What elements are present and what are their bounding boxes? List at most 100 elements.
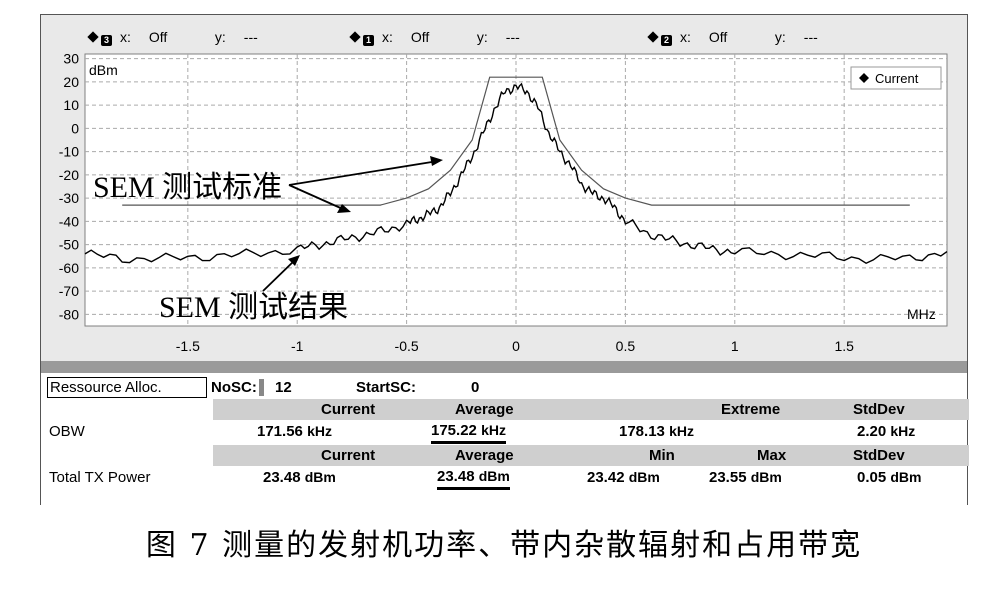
- annotation-sem-result: SEM 测试结果: [159, 255, 348, 324]
- power-average-unit: dBm: [478, 468, 510, 484]
- x-tick-label: -0.5: [395, 338, 419, 354]
- power-header-min: Min: [649, 447, 675, 464]
- power-max-unit: dBm: [750, 469, 782, 485]
- y-tick-label: -80: [59, 306, 79, 322]
- obw-stddev-unit: kHz: [890, 423, 916, 439]
- power-header-stddev: StdDev: [853, 447, 905, 464]
- marker-id-badge: 1: [363, 35, 374, 46]
- power-stddev: 0.05 dBm: [857, 467, 922, 488]
- figure-caption: 图 7 测量的发射机功率、带内杂散辐射和占用带宽: [145, 528, 863, 563]
- arrow-line: [288, 184, 346, 211]
- power-max: 23.55 dBm: [709, 467, 782, 488]
- annotation-sem-result-text: SEM 测试结果: [159, 291, 348, 324]
- power-current: 23.48 dBm: [263, 467, 336, 488]
- power-header-row: Current Average Min Max StdDev: [41, 445, 969, 466]
- obw-header-stddev: StdDev: [853, 401, 905, 418]
- power-current-unit: dBm: [304, 469, 336, 485]
- y-unit-label: dBm: [89, 62, 118, 78]
- resource-alloc-row: Ressource Alloc. NoSC: 12 StartSC: 0: [41, 377, 967, 398]
- y-tick-label: -40: [59, 213, 79, 229]
- mask-line: [122, 76, 910, 206]
- marker-x-label: x:: [120, 29, 131, 45]
- obw-extreme-value: 178.13: [619, 423, 665, 440]
- x-tick-label: 0.5: [616, 338, 636, 354]
- obw-current-value: 171.56: [257, 423, 303, 440]
- obw-header-average: Average: [455, 401, 514, 418]
- y-tick-labels: 30 20 10 0 -10 -20 -30 -40 -50 -60 -70 -80: [59, 51, 79, 323]
- power-header-current: Current: [321, 447, 376, 464]
- startsc-label: StartSC:: [356, 379, 417, 396]
- obw-average-value: 175.22: [431, 422, 477, 439]
- marker-y-value: ---: [803, 29, 818, 45]
- obw-header-current: Current: [321, 401, 376, 418]
- obw-stddev-value: 2.20: [857, 423, 887, 440]
- power-min: 23.42 dBm: [587, 467, 660, 488]
- arrow-head-icon: [337, 204, 351, 213]
- power-stddev-unit: dBm: [890, 469, 922, 485]
- legend-label: Current: [875, 71, 919, 86]
- nosc-marker: [259, 379, 264, 396]
- power-stddev-value: 0.05: [857, 469, 887, 486]
- y-tick-label: 10: [63, 97, 79, 113]
- x-tick-label: 1: [731, 338, 739, 354]
- marker-x-value: Off: [148, 29, 168, 45]
- arrow-head-icon: [288, 255, 300, 266]
- marker-y-label: y:: [214, 29, 226, 45]
- power-header-bg: [213, 445, 969, 466]
- marker-y-label: y:: [774, 29, 786, 45]
- obw-row: OBW 171.56 kHz 175.22 kHz 178.13 kHz 2.2…: [41, 421, 967, 444]
- marker-y-value: ---: [243, 29, 258, 45]
- marker-2[interactable]: 2 x: Off y: ---: [647, 29, 818, 46]
- marker-x-value: Off: [708, 29, 728, 45]
- obw-extreme: 178.13 kHz: [619, 421, 694, 442]
- divider-bar: [41, 361, 967, 373]
- x-tick-label: 0: [512, 338, 520, 354]
- analyzer-window: 3 x: Off y: --- 1 x: Off y: --- 2 x: Off y: --- 30 20…: [40, 14, 969, 506]
- annotation-sem-standard: SEM 测试标准: [93, 156, 443, 213]
- power-average-value: 23.48: [437, 468, 475, 485]
- y-tick-label: -70: [59, 283, 79, 299]
- marker-1[interactable]: 1 x: Off y: ---: [349, 29, 520, 46]
- marker-y-label: y:: [476, 29, 488, 45]
- alloc-label: Ressource Alloc.: [47, 377, 207, 398]
- power-header-average: Average: [455, 447, 514, 464]
- power-min-value: 23.42: [587, 469, 625, 486]
- marker-id-badge: 3: [101, 35, 112, 46]
- power-label: Total TX Power: [49, 469, 151, 486]
- obw-header-extreme: Extreme: [721, 401, 781, 418]
- power-current-value: 23.48: [263, 469, 301, 486]
- y-tick-label: -20: [59, 167, 79, 183]
- marker-3[interactable]: 3 x: Off y: ---: [87, 29, 258, 46]
- marker-y-value: ---: [505, 29, 520, 45]
- arrow-head-icon: [430, 156, 443, 166]
- y-tick-label: -60: [59, 260, 79, 276]
- legend-diamond-icon: [859, 73, 869, 83]
- legend-box: [850, 66, 942, 90]
- power-row: Total TX Power 23.48 dBm 23.48 dBm 23.42…: [41, 467, 967, 490]
- nosc-value[interactable]: 12: [275, 379, 292, 396]
- obw-header-bg: [213, 399, 969, 420]
- y-tick-label: 30: [63, 51, 79, 67]
- startsc-value[interactable]: 0: [471, 379, 480, 396]
- arrow-line: [262, 258, 297, 292]
- obw-current-unit: kHz: [307, 423, 332, 439]
- power-min-unit: dBm: [628, 469, 660, 485]
- y-tick-label: -50: [59, 237, 79, 253]
- x-tick-labels: -1.5 -1 -0.5 0 0.5 1 1.5: [176, 338, 854, 354]
- obw-average: 175.22 kHz: [431, 421, 506, 444]
- grid: [85, 54, 947, 326]
- legend[interactable]: Current: [850, 66, 942, 90]
- obw-current: 171.56 kHz: [257, 421, 332, 442]
- obw-extreme-unit: kHz: [669, 423, 694, 439]
- x-tick-label: -1: [291, 338, 304, 354]
- obw-stddev: 2.20 kHz: [857, 421, 915, 442]
- marker-id-badge: 2: [661, 35, 672, 46]
- y-tick-label: -30: [59, 190, 79, 206]
- marker-bar: 3 x: Off y: --- 1 x: Off y: --- 2 x: Off y: ---: [41, 15, 967, 53]
- power-header-max: Max: [757, 447, 787, 464]
- y-tick-label: 20: [63, 74, 79, 90]
- obw-label: OBW: [49, 423, 85, 440]
- obw-header-row: Current Average Extreme StdDev: [41, 399, 969, 420]
- nosc-label: NoSC:: [211, 379, 257, 396]
